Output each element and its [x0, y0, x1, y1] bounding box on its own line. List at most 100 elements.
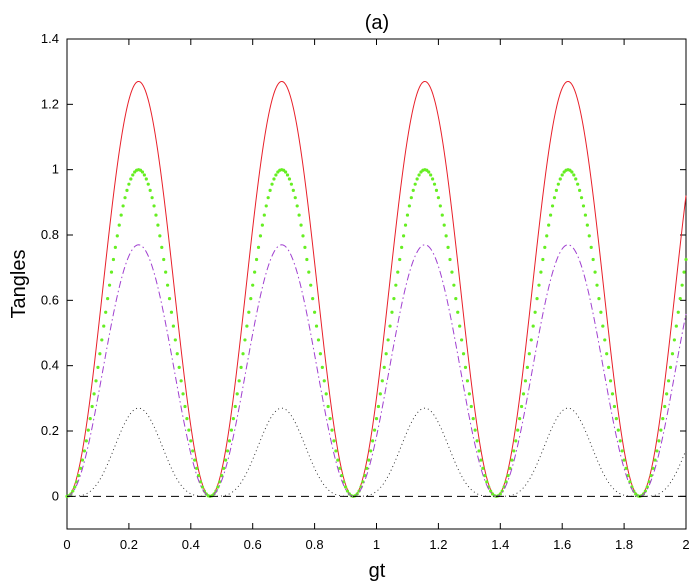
series-1-point	[400, 245, 404, 249]
series-1-point	[440, 213, 444, 217]
y-tick-label: 0.6	[41, 292, 59, 307]
series-1-point	[193, 458, 197, 462]
series-1-point	[293, 196, 297, 200]
series-1-point	[529, 338, 533, 342]
series-1-point	[649, 473, 653, 478]
series-1-point	[71, 489, 75, 493]
series-1-point	[243, 338, 247, 342]
series-1-point	[572, 173, 576, 177]
series-1-point	[612, 404, 617, 409]
series-1-point	[610, 392, 615, 396]
series-2-line	[66, 244, 687, 497]
series-1-point	[547, 223, 551, 227]
series-1-point	[434, 188, 439, 193]
series-1-point	[674, 324, 678, 328]
series-1-point	[552, 196, 557, 200]
series-1-point	[314, 324, 319, 328]
series-1-point	[380, 379, 384, 383]
series-1-point	[597, 296, 601, 301]
series-1-point	[343, 485, 348, 489]
series-1-point	[477, 449, 481, 453]
series-1-point	[585, 223, 589, 227]
series-1-point	[676, 310, 680, 314]
series-1-point	[106, 296, 110, 301]
series-1-point	[655, 449, 659, 453]
series-1-point	[100, 338, 104, 342]
series-1-point	[411, 188, 415, 193]
series-1-point	[392, 296, 396, 301]
x-tick-label: 0.8	[306, 537, 324, 552]
series-1-point	[231, 417, 235, 421]
series-1-point	[595, 283, 599, 287]
series-1-point	[643, 489, 647, 493]
series-1-point	[98, 352, 102, 356]
series-1-point	[516, 428, 520, 432]
series-1-point	[527, 352, 531, 356]
series-1-point	[229, 428, 234, 432]
series-1-point	[581, 204, 586, 208]
series-1-point	[665, 392, 669, 396]
series-1-point	[537, 283, 541, 287]
series-1-point	[307, 270, 311, 274]
series-1-point	[608, 379, 613, 383]
series-1-point	[73, 485, 77, 489]
series-1-point	[173, 338, 177, 342]
series-1-point	[340, 473, 344, 478]
series-1-point	[109, 270, 114, 274]
series-1-point	[427, 170, 431, 174]
series-1-point	[448, 257, 452, 262]
series-1-point	[587, 234, 591, 238]
series-1-point	[104, 310, 108, 314]
series-1-point	[80, 458, 85, 462]
series-1-point	[326, 404, 330, 409]
series-1-point	[483, 473, 487, 478]
series-1-point	[334, 449, 338, 453]
series-1-point	[330, 428, 334, 432]
series-1-point	[550, 204, 555, 208]
series-1-point	[508, 466, 512, 470]
series-1-point	[287, 177, 292, 181]
series-1-point	[316, 338, 321, 342]
series-1-point	[460, 338, 464, 342]
series-1-point	[369, 449, 373, 453]
series-1-point	[322, 379, 326, 383]
series-1-point	[386, 338, 390, 342]
series-1-point	[301, 234, 305, 238]
series-0-line	[66, 80, 687, 497]
series-1-point	[224, 458, 228, 462]
series-1-point	[591, 257, 595, 262]
series-1-point	[253, 270, 257, 274]
series-1-point	[187, 428, 191, 432]
series-1-point	[148, 188, 152, 193]
y-tick-label: 1	[52, 162, 59, 177]
series-1-point	[372, 428, 377, 432]
x-axis: 0 0.2 0.4 0.6 0.8 1 1.2 1.4 1.6 1.8 2	[63, 39, 690, 552]
series-1-point	[183, 404, 187, 409]
series-1-point	[320, 365, 324, 370]
x-tick-label: 1.6	[553, 537, 571, 552]
series-1-point	[345, 489, 350, 493]
series-1-point	[171, 324, 175, 328]
series-1-point	[481, 466, 485, 470]
series-1-point	[618, 439, 622, 443]
x-tick-label: 1.2	[429, 537, 447, 552]
series-1-point	[82, 449, 87, 453]
series-1-point	[579, 196, 584, 200]
series-1-point	[150, 196, 154, 200]
series-1-point	[624, 466, 628, 470]
series-1-point	[309, 283, 313, 287]
series-1-point	[543, 245, 547, 249]
series-1-point	[388, 324, 392, 328]
series-1-point	[616, 428, 620, 432]
series-1-point	[394, 283, 398, 287]
series-1-point	[313, 310, 317, 314]
series-1-point	[239, 365, 243, 370]
series-1-point	[111, 257, 116, 262]
series-1-point	[131, 173, 135, 177]
series-1-point	[556, 182, 560, 186]
series-1-point	[115, 234, 119, 238]
series-1-point	[682, 270, 686, 274]
series-1-point	[367, 458, 371, 462]
series-1-point	[196, 473, 201, 478]
